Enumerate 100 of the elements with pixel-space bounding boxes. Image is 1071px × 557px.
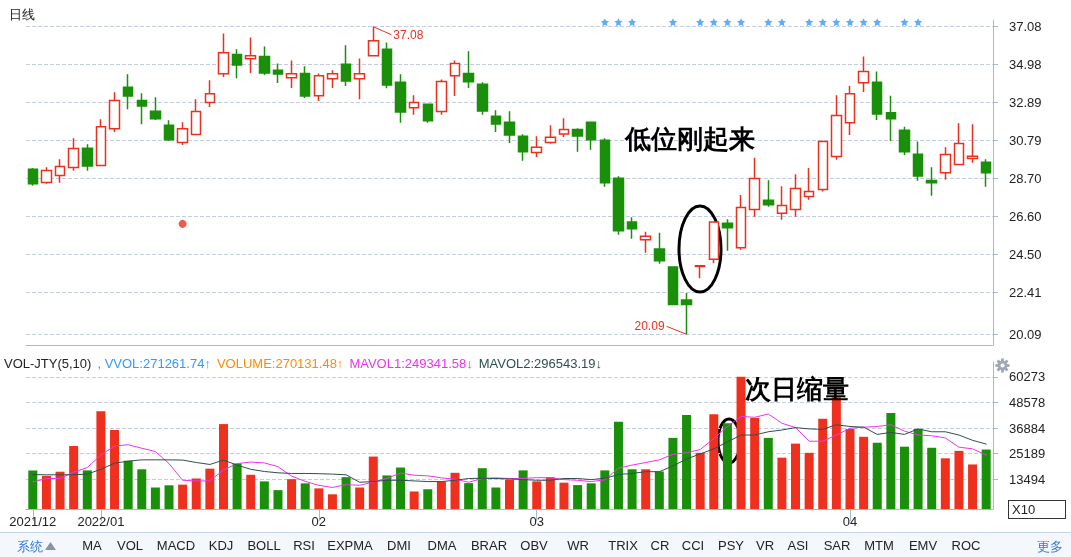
annotation: 20.09 bbox=[634, 319, 665, 334]
candlestick bbox=[340, 44, 352, 87]
candlestick bbox=[326, 69, 339, 89]
candlestick bbox=[721, 218, 734, 252]
candlestick bbox=[217, 32, 230, 78]
bar bbox=[436, 481, 446, 509]
bar bbox=[899, 446, 909, 509]
text: BRAR bbox=[470, 538, 508, 553]
text: DMA bbox=[427, 538, 457, 553]
candlestick bbox=[67, 137, 80, 172]
x-tick-label: 2021/12 bbox=[9, 514, 57, 529]
bar bbox=[355, 487, 365, 509]
bar bbox=[613, 421, 623, 509]
bar bbox=[368, 456, 378, 509]
bar bbox=[654, 471, 664, 509]
text: RSI bbox=[293, 538, 315, 553]
bar bbox=[69, 446, 79, 509]
candlestick bbox=[299, 65, 311, 99]
text: MAVOL2:296543.19↓ bbox=[478, 356, 603, 371]
bar bbox=[409, 491, 419, 509]
text: BOLL bbox=[247, 538, 281, 553]
candlestick bbox=[626, 216, 638, 240]
candlestick bbox=[108, 91, 121, 133]
candlestick bbox=[844, 84, 856, 136]
text: EXPMA bbox=[327, 538, 373, 553]
candlestick bbox=[462, 50, 475, 89]
bar bbox=[28, 470, 38, 509]
candlestick bbox=[408, 94, 420, 116]
y-tick-label: 48578 bbox=[1009, 394, 1046, 410]
y-tick-label: 26.60 bbox=[1009, 208, 1042, 224]
bar bbox=[791, 443, 801, 509]
candlestick bbox=[27, 167, 39, 187]
candlestick bbox=[149, 96, 162, 121]
bar bbox=[518, 470, 528, 509]
y-tick-label: 24.50 bbox=[1009, 246, 1042, 262]
candlestick bbox=[163, 119, 175, 142]
y-tick-label: 22.41 bbox=[1009, 284, 1042, 300]
bar bbox=[709, 414, 719, 509]
text: MAVOL1:249341.58↓ bbox=[349, 356, 473, 371]
candlestick bbox=[680, 292, 693, 336]
text: WR bbox=[567, 538, 589, 553]
bar bbox=[600, 470, 610, 509]
candlestick bbox=[939, 146, 952, 181]
text: CR bbox=[650, 538, 670, 553]
bar bbox=[218, 424, 228, 509]
candlestick bbox=[204, 79, 216, 108]
candlestick bbox=[953, 122, 965, 166]
candlestick bbox=[394, 73, 407, 124]
candlestick bbox=[571, 127, 584, 153]
text: KDJ bbox=[208, 538, 234, 553]
bar bbox=[927, 447, 937, 509]
candlestick bbox=[708, 221, 720, 265]
bar bbox=[287, 479, 297, 509]
candlestick bbox=[422, 103, 434, 124]
bar bbox=[641, 469, 651, 509]
candlestick bbox=[54, 158, 66, 184]
bar bbox=[150, 487, 160, 509]
candlestick bbox=[817, 139, 829, 193]
bar bbox=[232, 463, 242, 509]
candlestick bbox=[285, 59, 298, 89]
annotation: VOLUME:270131.48↑ bbox=[216, 356, 344, 371]
candlestick bbox=[503, 110, 516, 144]
y-tick-label: 30.79 bbox=[1009, 133, 1042, 149]
annotation: 低位刚起来 bbox=[625, 123, 755, 156]
text: MACD bbox=[156, 538, 196, 553]
annotation: , VVOL:271261.74↑ bbox=[97, 356, 211, 371]
y-tick-label: 13494 bbox=[1009, 471, 1046, 487]
candlestick bbox=[136, 92, 148, 126]
text: MA bbox=[82, 538, 102, 553]
candlestick bbox=[857, 55, 870, 93]
bar bbox=[532, 481, 542, 509]
text: 系统 bbox=[17, 538, 43, 556]
bar bbox=[750, 417, 760, 509]
candlestick bbox=[667, 266, 679, 306]
candlestick bbox=[95, 118, 107, 167]
bar bbox=[981, 449, 991, 509]
text: EMV bbox=[908, 538, 938, 553]
bar bbox=[940, 458, 950, 509]
y-tick-label: 32.89 bbox=[1009, 95, 1042, 111]
bar bbox=[954, 450, 964, 509]
candlestick bbox=[81, 143, 94, 172]
text: OBV bbox=[520, 538, 548, 553]
bar bbox=[668, 437, 678, 509]
bar bbox=[845, 428, 855, 509]
text: PSY bbox=[717, 538, 745, 553]
bar bbox=[55, 471, 65, 509]
text: CCI bbox=[681, 538, 705, 553]
bar bbox=[382, 475, 392, 509]
bar bbox=[695, 452, 705, 509]
candlestick bbox=[258, 45, 271, 76]
candlestick bbox=[612, 175, 625, 236]
chart-title: 日线 bbox=[9, 7, 35, 22]
text: DMI bbox=[387, 538, 411, 553]
candlestick bbox=[748, 157, 761, 218]
candlestick bbox=[885, 94, 897, 142]
candlestick bbox=[244, 36, 257, 74]
candlestick bbox=[544, 124, 557, 145]
candlestick bbox=[639, 230, 652, 254]
bar bbox=[818, 418, 828, 509]
candlestick bbox=[585, 121, 597, 151]
